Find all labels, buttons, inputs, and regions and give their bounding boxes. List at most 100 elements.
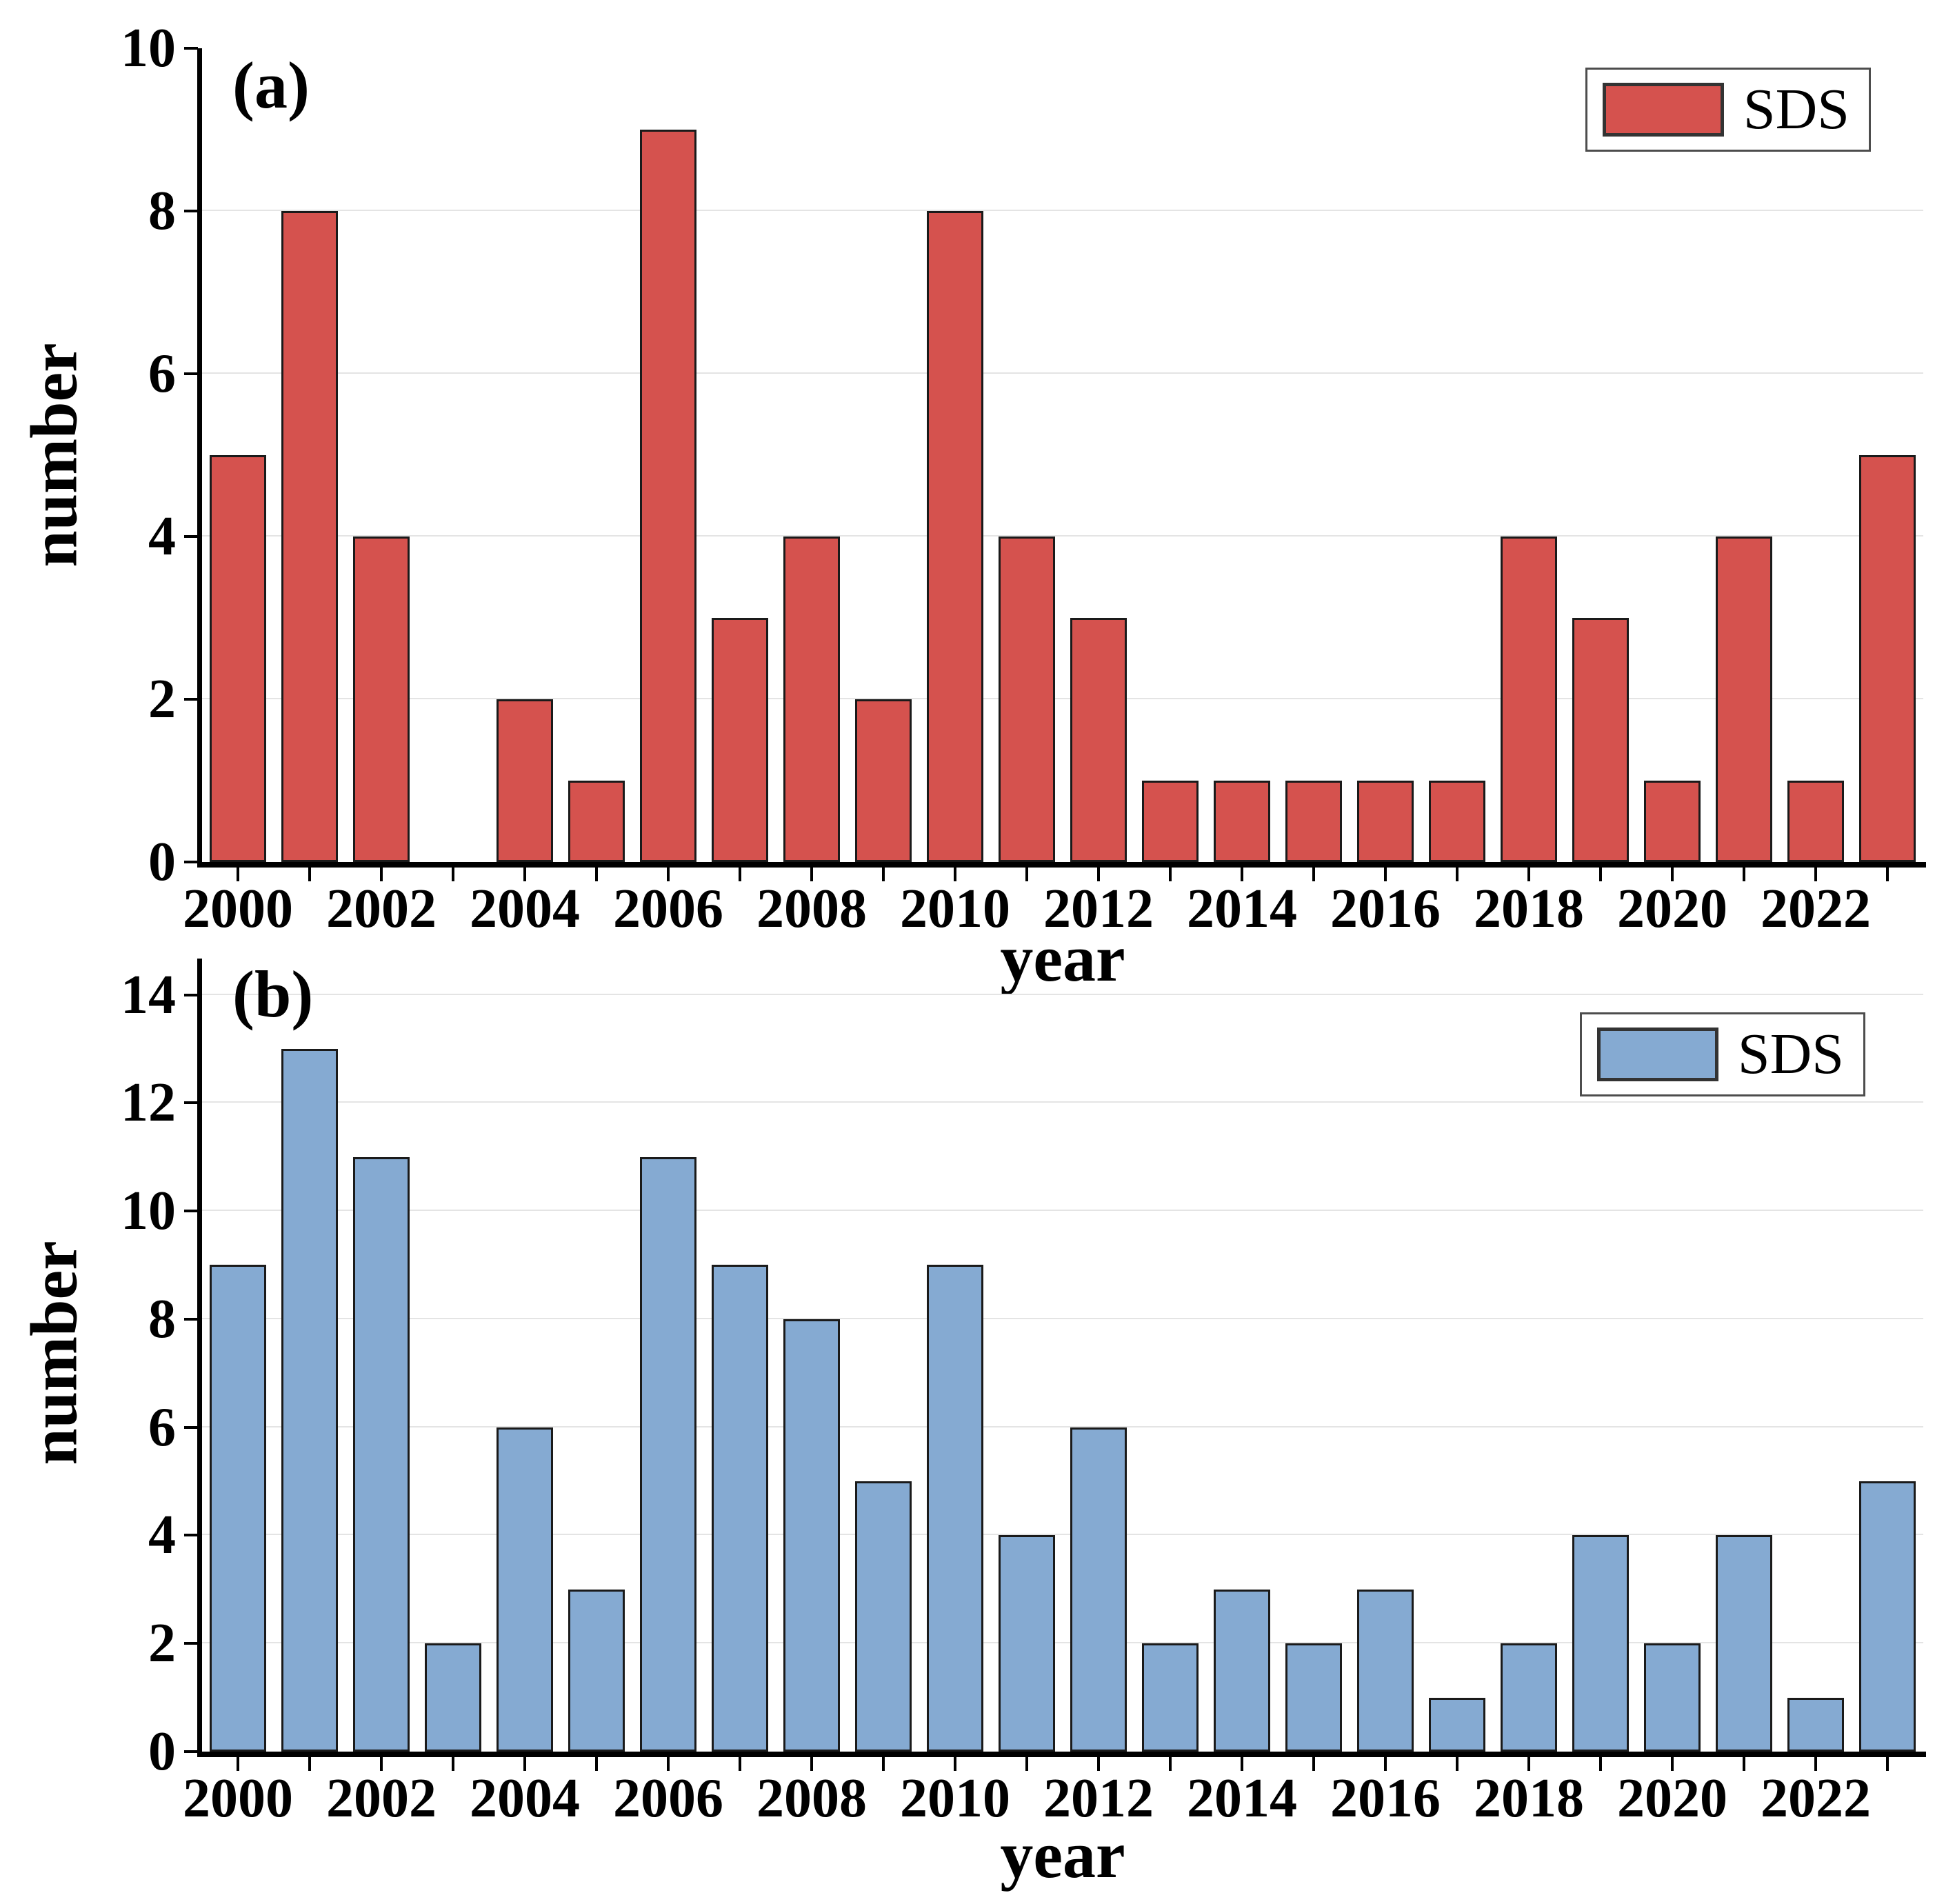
gridline-6 [202,1425,1923,1427]
x-tick-2023 [1886,868,1889,881]
panel-label-a: (a) [232,48,310,122]
bar-2009 [855,699,912,862]
y-tick-0 [184,1750,198,1753]
bar-2013 [1142,781,1199,862]
bar-2020 [1644,781,1701,862]
x-tick-2008 [810,1757,813,1771]
y-axis-title-b: number [17,1241,91,1465]
gridline-8 [202,1317,1923,1319]
bar-2014 [1214,781,1270,862]
bar-2008 [783,537,840,862]
bar-2022 [1787,1697,1844,1752]
bar-2005 [568,1589,625,1752]
bar-2021 [1716,537,1772,862]
bar-2023 [1859,1481,1916,1752]
bar-2001 [281,1048,338,1752]
x-axis-title-b: year [1000,1818,1125,1892]
x-tick-label: 2008 [756,1768,867,1829]
x-tick-2019 [1599,868,1602,881]
y-tick-8 [184,210,198,212]
x-tick-label: 2016 [1330,879,1441,939]
bar-2003 [425,1643,481,1752]
bar-2019 [1572,1535,1629,1752]
gridline-4 [202,1534,1923,1536]
x-tick-2010 [954,1757,956,1771]
legend-b: SDS [1579,1012,1865,1096]
gridline-6 [202,372,1923,374]
x-tick-2016 [1384,868,1387,881]
x-tick-label: 2016 [1330,1768,1441,1829]
y-tick-2 [184,698,198,701]
bar-2004 [497,699,553,862]
x-tick-2006 [667,1757,670,1771]
bar-2007 [712,618,768,862]
x-tick-2001 [308,868,311,881]
x-tick-2004 [523,868,526,881]
bar-2007 [712,1265,768,1752]
x-tick-label: 2014 [1187,879,1297,939]
x-tick-2003 [452,868,454,881]
x-tick-2016 [1384,1757,1387,1771]
bar-2021 [1716,1535,1772,1752]
bar-2011 [999,537,1055,862]
bar-2004 [497,1427,553,1752]
y-tick-12 [184,1101,198,1105]
bar-2008 [783,1319,840,1752]
x-tick-label: 2012 [1043,879,1154,939]
bar-2000 [210,455,266,862]
x-tick-label: 2000 [183,879,293,939]
y-tick-label: 6 [148,343,176,404]
x-tick-2021 [1743,1757,1745,1771]
bar-2005 [568,781,625,862]
x-tick-2011 [1025,868,1028,881]
x-tick-label: 2010 [900,1768,1010,1829]
bar-2006 [640,1156,696,1752]
x-tick-2013 [1169,868,1172,881]
bar-2012 [1070,618,1127,862]
bar-2010 [927,1265,983,1752]
y-tick-label: 12 [121,1072,176,1134]
x-tick-label: 2006 [613,879,723,939]
x-tick-2008 [810,868,813,881]
x-tick-2019 [1599,1757,1602,1771]
gridline-4 [202,535,1923,537]
bar-2009 [855,1481,912,1752]
x-tick-label: 2008 [756,879,867,939]
plot-area-a: (a) SDS 0 2 4 6 8 10 2000 2002 2004 2006 2008 2010 2… [121,21,1926,936]
y-tick-10 [184,1210,198,1213]
legend-a: SDS [1585,68,1871,152]
y-tick-14 [184,993,198,996]
bar-2013 [1142,1643,1199,1752]
bar-2015 [1285,781,1342,862]
x-tick-2020 [1671,868,1674,881]
x-tick-2014 [1241,868,1243,881]
bar-2000 [210,1265,266,1752]
x-tick-label: 2000 [183,1768,293,1829]
x-tick-2017 [1456,868,1458,881]
x-tick-2021 [1743,868,1745,881]
x-tick-label: 2004 [470,879,580,939]
x-tick-2012 [1097,868,1100,881]
x-tick-label: 2014 [1187,1768,1297,1829]
bar-2012 [1070,1427,1127,1752]
x-tick-2020 [1671,1757,1674,1771]
y-tick-10 [184,47,198,50]
x-tick-label: 2022 [1761,879,1871,939]
x-axis-line-a [197,862,1926,868]
x-tick-label: 2012 [1043,1768,1154,1829]
x-tick-label: 2004 [470,1768,580,1829]
y-tick-label: 10 [121,18,176,79]
y-tick-2 [184,1642,198,1645]
legend-label-a: SDS [1743,77,1849,141]
bar-2022 [1787,781,1844,862]
x-tick-label: 2010 [900,879,1010,939]
x-tick-2010 [954,868,956,881]
bar-2018 [1501,1643,1557,1752]
x-tick-2007 [739,1757,741,1771]
x-tick-2018 [1527,868,1530,881]
y-tick-label: 4 [148,506,176,567]
x-tick-2004 [523,1757,526,1771]
x-tick-2011 [1025,1757,1028,1771]
x-tick-2005 [595,1757,598,1771]
x-tick-2007 [739,868,741,881]
